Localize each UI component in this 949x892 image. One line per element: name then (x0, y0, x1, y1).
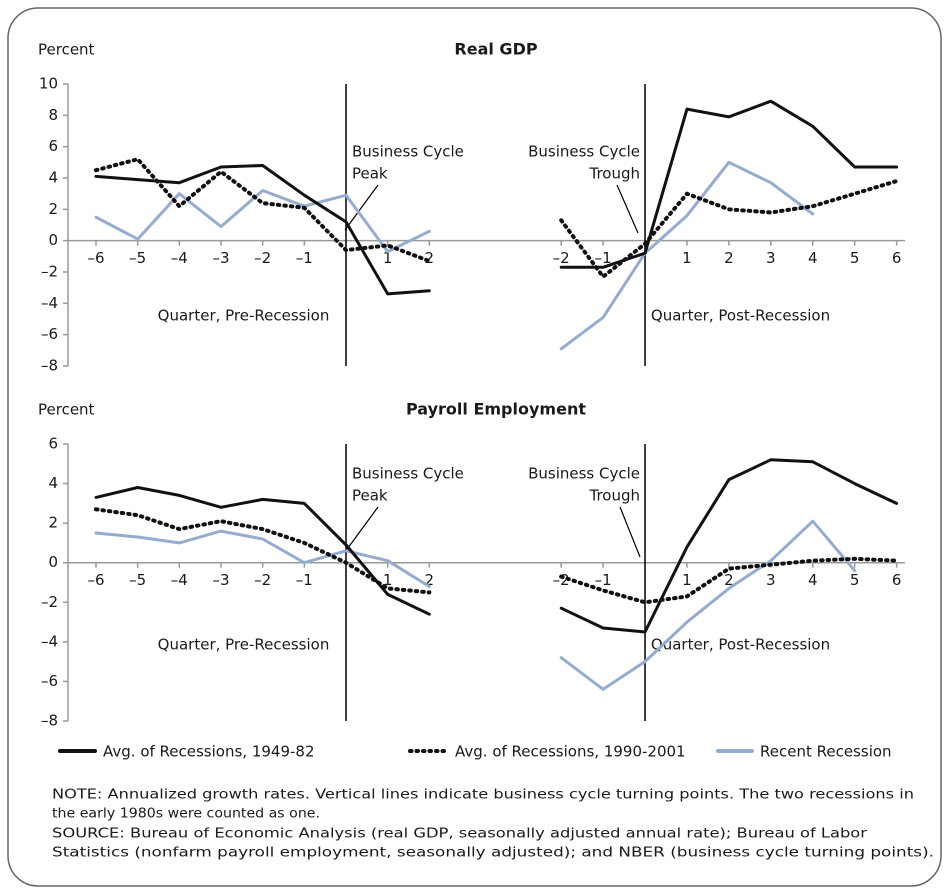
legend-label: Recent Recession (760, 743, 892, 761)
annotation: Business Cycle (528, 465, 640, 483)
x-tick-label: 3 (766, 249, 776, 267)
footnote: Statistics (nonfarm payroll employment, … (52, 846, 934, 861)
annotation: Peak (352, 487, 388, 505)
footnote: SOURCE: Bureau of Economic Analysis (rea… (52, 827, 868, 842)
x-tick-label: 4 (808, 571, 818, 589)
y-tick-label: –2 (41, 593, 58, 611)
x-tick-label: 2 (724, 571, 734, 589)
x-tick-label: 2 (724, 249, 734, 267)
x-tick-label: 2 (425, 571, 435, 589)
footnote: NOTE: Annualized growth rates. Vertical … (52, 788, 914, 803)
x-tick-label: –3 (212, 571, 229, 589)
y-tick-label: –4 (41, 294, 58, 312)
series-line (94, 507, 432, 595)
y-axis-label: Percent (38, 401, 95, 419)
series-line (559, 556, 899, 605)
y-tick-label: 0 (48, 231, 58, 249)
annotation-leader (616, 184, 639, 234)
annotation: Trough (588, 165, 640, 183)
y-tick-label: 8 (48, 106, 58, 124)
x-tick-label: –6 (87, 571, 104, 589)
x-tick-label: –5 (129, 249, 146, 267)
x-tick-label: –2 (254, 571, 271, 589)
y-tick-label: 0 (48, 553, 58, 571)
annotation: Peak (352, 165, 388, 183)
y-tick-label: –4 (41, 632, 58, 650)
x-axis-label: Quarter, Pre-Recession (158, 636, 330, 654)
x-tick-label: 1 (682, 571, 692, 589)
y-tick-label: 6 (48, 435, 58, 453)
footnote: the early 1980s were counted as one. (52, 807, 320, 822)
series-line (94, 529, 431, 588)
annotation-leader (619, 506, 641, 558)
x-tick-label: –6 (87, 249, 104, 267)
series-line (559, 458, 899, 634)
x-tick-label: –1 (595, 571, 612, 589)
series-line (94, 164, 431, 296)
x-axis-label: Quarter, Post-Recession (651, 636, 830, 654)
series-line (94, 189, 431, 254)
x-tick-label: –4 (171, 249, 188, 267)
y-axis-label: Percent (38, 41, 95, 59)
y-tick-label: 4 (48, 169, 58, 187)
x-tick-label: 3 (766, 571, 776, 589)
y-tick-label: –2 (41, 263, 58, 281)
y-tick-label: –8 (41, 357, 58, 375)
series-line (559, 99, 899, 269)
legend-label: Avg. of Recessions, 1990-2001 (455, 743, 686, 761)
x-tick-label: –5 (129, 571, 146, 589)
x-tick-label: 6 (892, 571, 902, 589)
y-tick-label: –8 (41, 712, 58, 730)
y-tick-label: –6 (41, 325, 58, 343)
annotation-leader (344, 184, 379, 231)
x-tick-label: –1 (595, 249, 612, 267)
x-axis-label: Quarter, Pre-Recession (158, 307, 330, 325)
legend-label: Avg. of Recessions, 1949-82 (103, 743, 315, 761)
frame (7, 7, 942, 887)
x-tick-label: –2 (553, 571, 570, 589)
y-tick-label: 10 (39, 75, 58, 93)
annotation: Trough (588, 487, 640, 505)
series-line (559, 160, 815, 351)
annotation: Business Cycle (528, 143, 640, 161)
series-line (559, 179, 899, 279)
y-tick-label: 4 (48, 474, 58, 492)
x-tick-label: 1 (682, 249, 692, 267)
x-tick-label: 1 (383, 249, 393, 267)
x-tick-label: 4 (808, 249, 818, 267)
x-tick-label: –4 (171, 571, 188, 589)
x-axis-label: Quarter, Post-Recession (651, 307, 830, 325)
y-tick-label: 2 (48, 514, 58, 532)
chart-title: Payroll Employment (406, 400, 586, 419)
y-tick-label: 2 (48, 200, 58, 218)
series-line (94, 157, 432, 263)
annotation: Business Cycle (352, 143, 464, 161)
x-tick-label: 5 (850, 571, 860, 589)
x-tick-label: –1 (296, 571, 313, 589)
series-line (559, 519, 857, 691)
chart-title: Real GDP (454, 40, 537, 59)
x-tick-label: –2 (553, 249, 570, 267)
annotation: Business Cycle (352, 465, 464, 483)
x-tick-label: –3 (212, 249, 229, 267)
x-tick-label: 6 (892, 249, 902, 267)
x-tick-label: 1 (383, 571, 393, 589)
y-tick-label: 6 (48, 137, 58, 155)
x-tick-label: –2 (254, 249, 271, 267)
annotation-leader (344, 506, 379, 553)
x-tick-label: –1 (296, 249, 313, 267)
y-tick-label: –6 (41, 672, 58, 690)
x-tick-label: 5 (850, 249, 860, 267)
x-tick-label: 2 (425, 249, 435, 267)
